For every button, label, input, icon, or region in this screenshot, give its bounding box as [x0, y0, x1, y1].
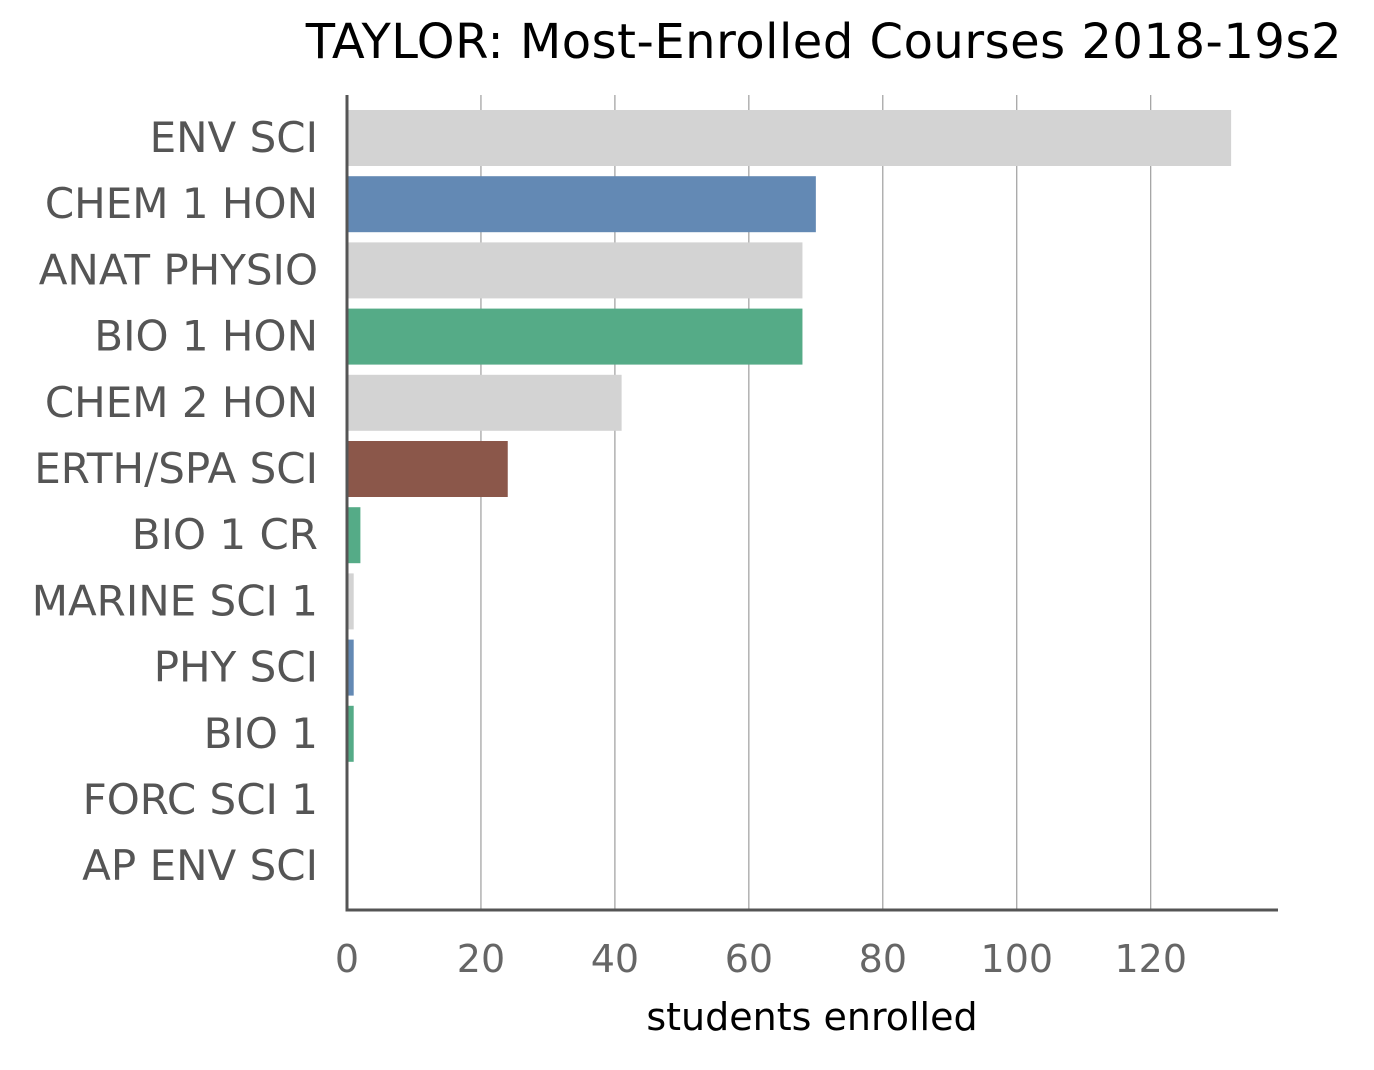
bar-bio-1-hon	[347, 308, 803, 365]
y-tick-label: FORC SCI 1	[83, 775, 318, 824]
y-tick-label: BIO 1 CR	[132, 510, 318, 559]
x-tick-labels: 0 20 40 60 80 100 120	[335, 937, 1187, 981]
y-tick-label: ANAT PHYSIO	[39, 245, 318, 294]
x-axis-label: students enrolled	[646, 995, 977, 1039]
x-tick-label: 60	[725, 937, 773, 981]
y-tick-label: PHY SCI	[154, 643, 318, 692]
y-tick-labels: ENV SCI CHEM 1 HON ANAT PHYSIO BIO 1 HON CHE…	[32, 113, 318, 890]
x-tick-label: 120	[1114, 937, 1187, 981]
axes	[345, 95, 1278, 912]
y-tick-label: CHEM 1 HON	[45, 179, 318, 228]
chart-title: TAYLOR: Most-Enrolled Courses 2018-19s2	[305, 14, 1342, 70]
bar-chem-1-hon	[347, 176, 816, 233]
bar-env-sci	[347, 110, 1232, 166]
bars	[347, 110, 1232, 762]
y-tick-label: ENV SCI	[150, 113, 318, 162]
y-tick-label: AP ENV SCI	[82, 841, 318, 890]
x-tick-label: 40	[591, 937, 639, 981]
bar-erth-spa-sci	[347, 441, 508, 497]
y-tick-label: MARINE SCI 1	[32, 576, 318, 625]
bar-marine-sci-1	[347, 573, 354, 630]
bar-phy-sci	[347, 639, 354, 696]
x-tick-label: 100	[981, 937, 1054, 981]
x-tick-label: 80	[859, 937, 907, 981]
x-tick-label: 0	[335, 937, 359, 981]
y-tick-label: BIO 1	[204, 709, 318, 758]
bar-bio-1	[347, 705, 354, 762]
bar-bio-1-cr	[347, 507, 361, 564]
bar-anat-physio	[347, 242, 803, 299]
bar-chem-2-hon	[347, 374, 622, 431]
x-tick-label: 20	[457, 937, 505, 981]
y-tick-label: BIO 1 HON	[94, 312, 318, 361]
y-tick-label: CHEM 2 HON	[45, 378, 318, 427]
y-tick-label: ERTH/SPA SCI	[34, 444, 318, 493]
